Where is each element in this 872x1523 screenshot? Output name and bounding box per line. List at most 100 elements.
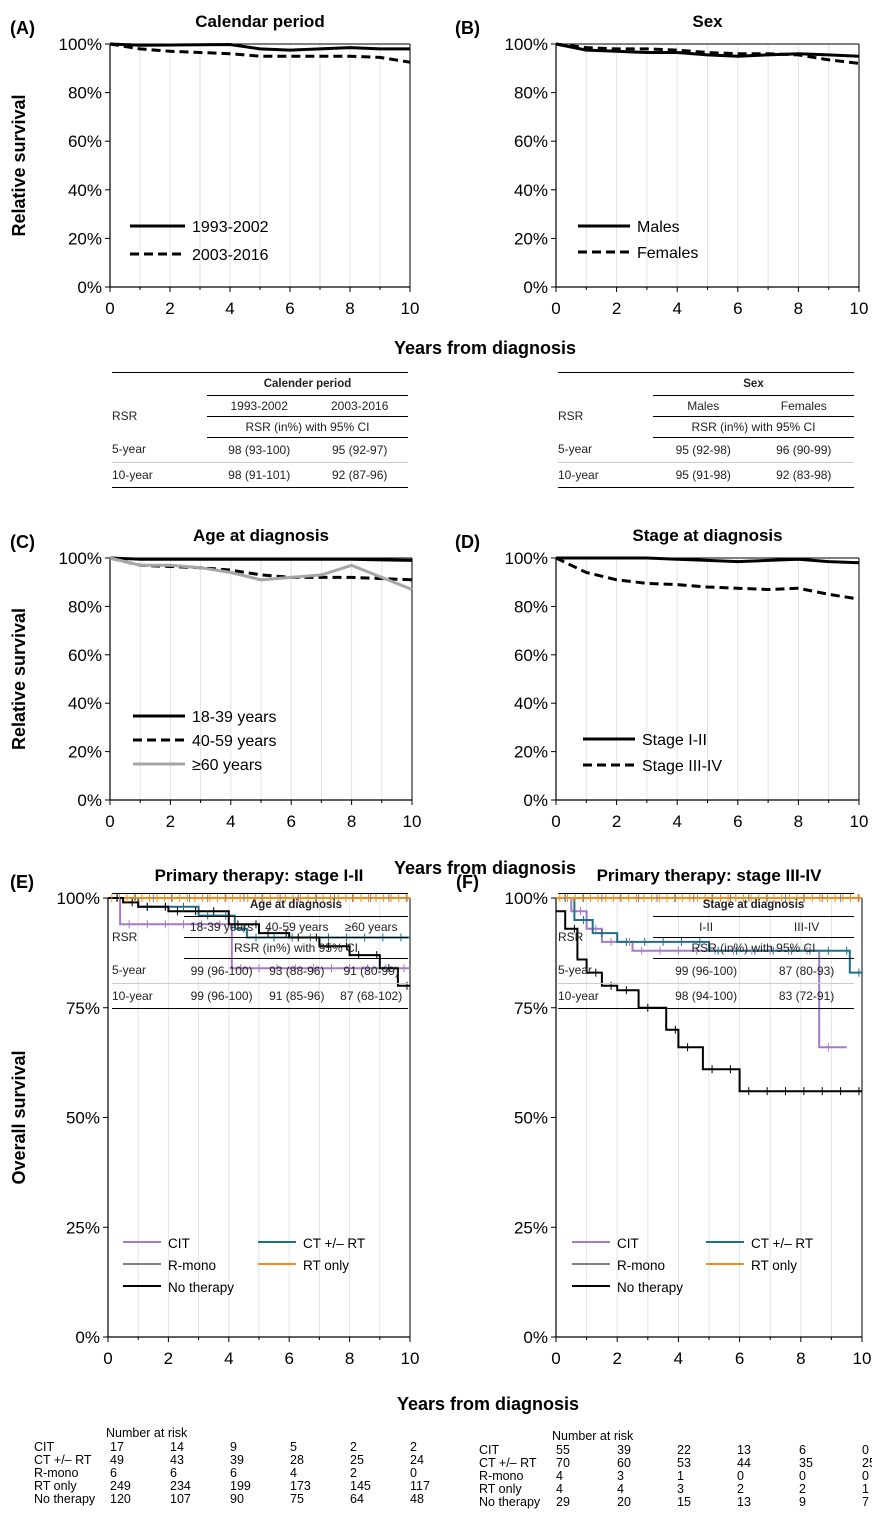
table-column-header: ≥60 years (334, 916, 408, 938)
chart-title: Primary therapy: stage III-IV (597, 866, 823, 885)
panel-c: (C) Age at diagnosis 0% 20% 40% 60% 80% 100% 0 2 4… (9, 526, 421, 831)
table-cell: 98 (94-100) (653, 983, 760, 1009)
risk-cell: 9 (799, 1495, 806, 1509)
risk-cell: 35 (799, 1456, 813, 1470)
table-row-head: RSR (558, 409, 584, 423)
legend-label-no-therapy: No therapy (617, 1280, 683, 1295)
x-tick-label: 6 (284, 1349, 293, 1368)
x-tick-label: 0 (105, 812, 114, 831)
table-cell: 10-year (112, 983, 184, 1009)
chart-title: Stage at diagnosis (632, 526, 782, 545)
shared-x-axis-label: Years from diagnosis (394, 858, 576, 878)
table-column-header: Males (653, 395, 754, 417)
legend: Males Females (578, 219, 698, 262)
x-tick-label: 4 (225, 299, 234, 318)
panel-d: (D) Stage at diagnosis 0% 20% 40% 60% 80% 100% 0… (455, 526, 868, 831)
x-tick-label: 6 (733, 299, 742, 318)
risk-row-label: CIT (34, 1440, 55, 1454)
legend-label-ct-rt: CT +/– RT (751, 1236, 813, 1251)
risk-cell: 6 (170, 1466, 177, 1480)
series-line-males (555, 42, 860, 58)
table-title: Age at diagnosis (184, 893, 408, 917)
risk-table-row: CT +/– RT 49 43 39 28 25 24 (34, 1454, 454, 1467)
risk-table-row: CIT 17 14 9 5 2 2 (34, 1441, 454, 1454)
panel-label: (B) (455, 18, 480, 38)
risk-cell: 2 (350, 1440, 357, 1454)
legend-label-stage-iii-iv: Stage III-IV (642, 758, 722, 775)
legend-label-males: Males (637, 219, 680, 236)
risk-table-row: No therapy 29 20 15 13 9 7 (479, 1496, 872, 1509)
risk-cell: 25 (350, 1453, 364, 1467)
y-tick-label: 40% (514, 181, 548, 200)
risk-cell: 44 (737, 1456, 751, 1470)
x-tick-label: 8 (345, 299, 354, 318)
y-tick-label: 75% (514, 999, 548, 1018)
risk-cell: 0 (862, 1469, 869, 1483)
x-tick-label: 10 (853, 1349, 872, 1368)
risk-table-header: Number at risk (552, 1429, 634, 1443)
table-row: 10-year 98 (94-100) 83 (72-91) (558, 983, 854, 1009)
risk-table-header: Number at risk (106, 1426, 188, 1440)
y-axis-label: Relative survival (9, 608, 29, 750)
table-title: Sex (653, 372, 854, 396)
risk-table-row: RT only 4 4 3 2 2 1 (479, 1483, 872, 1496)
risk-cell: 4 (617, 1482, 624, 1496)
table-cell: 95 (92-98) (653, 437, 754, 463)
risk-cell: 20 (617, 1495, 631, 1509)
risk-cell: 75 (290, 1492, 304, 1506)
y-tick-label: 60% (68, 646, 102, 665)
table-calendar-period: Calender period RSR 1993-2002 2003-2016 RSR … (112, 372, 408, 488)
risk-cell: 29 (556, 1495, 570, 1509)
table-row: 10-year 99 (96-100) 91 (85-96) 87 (68-102) (112, 983, 408, 1009)
y-tick-label: 100% (59, 35, 102, 54)
table-cell: 5-year (558, 958, 653, 984)
series-line-females (555, 42, 860, 65)
y-tick-label: 50% (66, 1109, 100, 1128)
y-tick-label: 100% (505, 889, 548, 908)
table-cell: 5-year (112, 437, 207, 463)
risk-cell: 64 (350, 1492, 364, 1506)
x-tick-label: 4 (674, 1349, 683, 1368)
legend-label-r-mono: R-mono (168, 1258, 216, 1273)
table-cell: 98 (91-101) (207, 462, 312, 488)
x-tick-label: 2 (165, 299, 174, 318)
risk-table-row: No therapy 120 107 90 75 64 48 (34, 1493, 454, 1506)
y-tick-label: 0% (75, 1328, 100, 1347)
table-row-head-spacer (558, 372, 653, 395)
table-row-head-spacer (558, 893, 653, 916)
table-subheader: RSR (in%) with 95% CI (184, 937, 408, 959)
risk-cell: 53 (677, 1456, 691, 1470)
risk-cell: 3 (617, 1469, 624, 1483)
table-row: 5-year 98 (93-100) 95 (92-97) (112, 437, 408, 463)
table-column-header: III-IV (759, 916, 854, 938)
risk-table-row: R-mono 6 6 6 4 2 0 (34, 1467, 454, 1480)
series-line-1993-2002 (109, 42, 410, 52)
panel-label: (A) (10, 18, 35, 38)
risk-table-row: R-mono 4 3 1 0 0 0 (479, 1470, 872, 1483)
x-tick-label: 6 (733, 812, 742, 831)
legend-label-rt-only: RT only (751, 1258, 797, 1273)
table-cell: 95 (92-97) (311, 437, 408, 463)
table-cell: 92 (87-96) (311, 462, 408, 488)
x-tick-label: 10 (403, 812, 422, 831)
table-title: Stage at diagnosis (653, 893, 854, 917)
table-cell: 5-year (112, 958, 184, 984)
y-tick-label: 0% (77, 278, 102, 297)
risk-cell: 14 (170, 1440, 184, 1454)
table-column-header: 2003-2016 (311, 395, 408, 417)
table-cell: 10-year (112, 462, 207, 488)
x-tick-label: 10 (850, 299, 869, 318)
chart-title: Age at diagnosis (193, 526, 329, 545)
x-tick-label: 0 (105, 299, 114, 318)
table-cell: 96 (90-99) (753, 437, 854, 463)
x-tick-label: 4 (672, 812, 681, 831)
table-sex: Sex RSR Males Females RSR (in%) with 95% CI 5… (558, 372, 854, 488)
y-tick-label: 100% (59, 549, 102, 568)
risk-row-label: CT +/– RT (479, 1456, 537, 1470)
table-cell: 99 (96-100) (653, 958, 760, 984)
risk-table-row: CT +/– RT 70 60 53 44 35 25 (479, 1457, 872, 1470)
series-line-18-39-years (109, 556, 413, 562)
legend: CIT CT +/– RT R-mono RT only No therapy (123, 1236, 365, 1295)
y-tick-label: 25% (514, 1218, 548, 1237)
x-tick-label: 4 (224, 1349, 233, 1368)
